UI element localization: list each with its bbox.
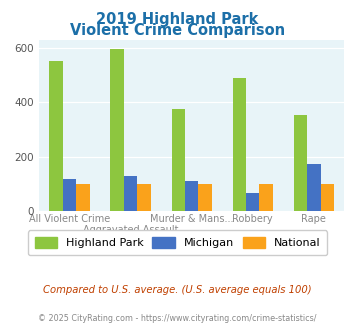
Text: Compared to U.S. average. (U.S. average equals 100): Compared to U.S. average. (U.S. average … xyxy=(43,285,312,295)
Text: 2019 Highland Park: 2019 Highland Park xyxy=(96,12,259,26)
Bar xyxy=(49,61,63,211)
Bar xyxy=(185,181,198,211)
Bar xyxy=(321,184,334,211)
Bar xyxy=(76,184,90,211)
Text: Violent Crime Comparison: Violent Crime Comparison xyxy=(70,23,285,38)
Bar xyxy=(307,164,321,211)
Bar xyxy=(110,49,124,211)
Bar xyxy=(171,109,185,211)
Text: © 2025 CityRating.com - https://www.cityrating.com/crime-statistics/: © 2025 CityRating.com - https://www.city… xyxy=(38,314,317,323)
Bar xyxy=(124,176,137,211)
Bar xyxy=(137,184,151,211)
Text: Aggravated Assault: Aggravated Assault xyxy=(83,225,179,235)
Bar xyxy=(63,179,76,211)
Bar xyxy=(198,184,212,211)
Legend: Highland Park, Michigan, National: Highland Park, Michigan, National xyxy=(28,230,327,255)
Bar xyxy=(294,115,307,211)
Bar xyxy=(233,78,246,211)
Bar xyxy=(246,193,260,211)
Bar xyxy=(260,184,273,211)
